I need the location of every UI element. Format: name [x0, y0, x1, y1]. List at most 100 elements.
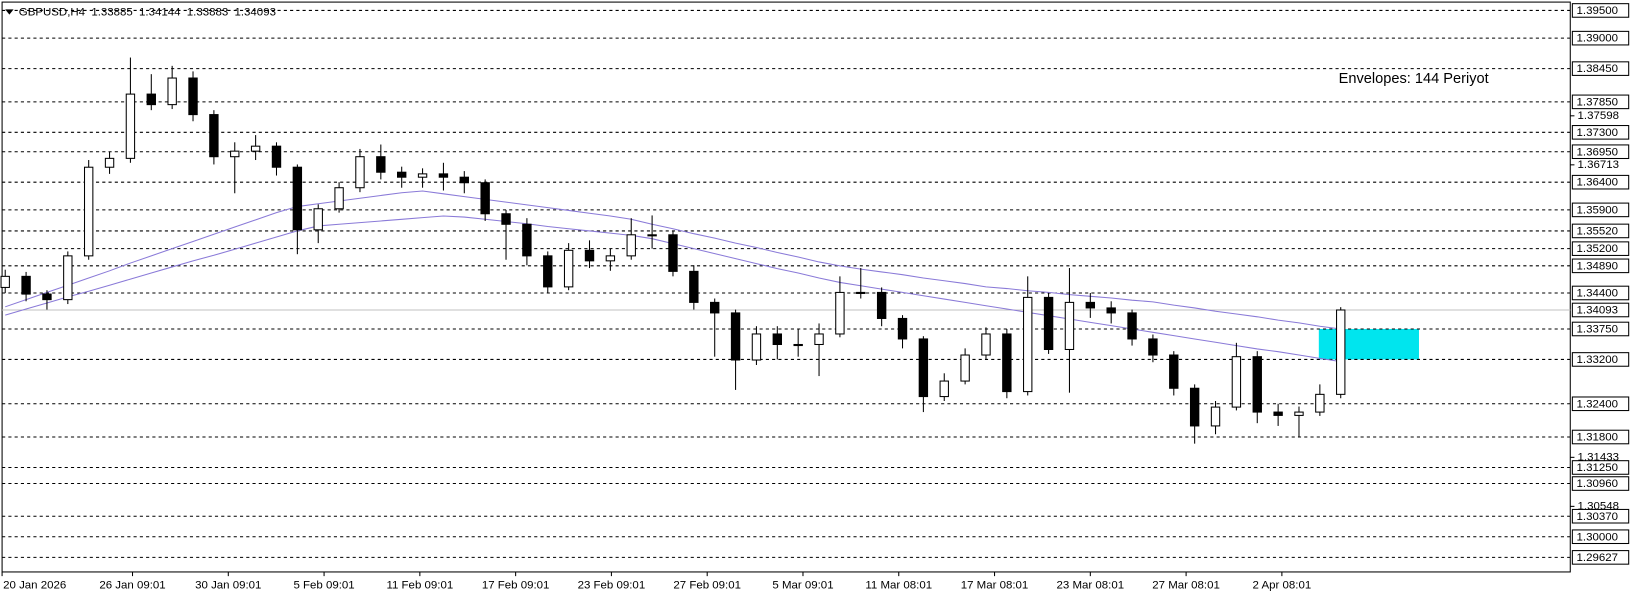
candle-body: [355, 156, 365, 189]
candle-body: [960, 354, 970, 382]
level-label: 1.38450: [1577, 63, 1618, 75]
level-label: 1.31800: [1577, 432, 1618, 444]
symbol: GBPUSD,H4: [19, 7, 86, 19]
level-label: 1.35200: [1577, 243, 1618, 255]
level-label-box: [1571, 241, 1630, 256]
menu-triangle: [5, 9, 14, 15]
candle-body: [1148, 338, 1158, 356]
level-label-box: [1571, 94, 1630, 110]
candle-body: [83, 166, 94, 257]
x-tick-label: 11 Feb 09:01: [386, 580, 453, 592]
level-label: 1.32400: [1577, 398, 1618, 410]
x-tick-label: 11 Mar 08:01: [865, 580, 932, 592]
level-label-box: [1571, 460, 1630, 475]
candle-body: [209, 114, 219, 158]
level-label: 1.29627: [1577, 552, 1618, 564]
x-tick-label: 17 Mar 08:01: [961, 580, 1029, 592]
candle-body: [981, 333, 991, 356]
candle-body: [397, 171, 407, 178]
candle-body: [1252, 356, 1262, 413]
candle-body: [710, 301, 720, 314]
level-label: 1.39000: [1577, 33, 1618, 45]
level-label-box: [1571, 202, 1630, 218]
candle-body: [146, 93, 156, 106]
level-label: 1.34400: [1577, 288, 1618, 300]
candle-body: [250, 145, 261, 152]
level-label: 1.30370: [1577, 511, 1618, 523]
level-label: 1.36950: [1577, 146, 1618, 158]
candle-body: [1085, 301, 1096, 309]
candle-body: [1315, 393, 1325, 413]
x-tick-label: 27 Mar 08:01: [1152, 580, 1220, 592]
plot-frame: [1, 1, 1571, 573]
candle-body: [856, 291, 866, 294]
candle-body: [1002, 333, 1012, 393]
header-value: 1.33883: [187, 7, 228, 19]
level-label: 1.39500: [1577, 5, 1618, 17]
x-tick-label: 23 Feb 09:01: [578, 580, 646, 592]
header-value: 1.34144: [139, 7, 181, 19]
header-value: 1.33885: [91, 7, 132, 19]
level-label-box: [1571, 3, 1630, 18]
x-tick-label: 30 Jan 09:01: [195, 580, 261, 592]
x-tick-label: 5 Mar 09:01: [772, 580, 833, 592]
candle-body: [730, 312, 741, 361]
candle-body: [918, 338, 929, 398]
candle-body: [1023, 296, 1033, 393]
candle-body: [1273, 411, 1283, 416]
candle-body: [876, 291, 887, 319]
level-label-box: [1571, 352, 1630, 367]
x-tick-label: 5 Feb 09:01: [293, 580, 354, 592]
x-tick-label: 17 Feb 09:01: [482, 580, 550, 592]
y-tick-label: 1.36713: [1578, 159, 1619, 171]
candle-body: [0, 275, 10, 288]
x-tick-label: 2 Apr 08:01: [1253, 580, 1312, 592]
envelope-line: [5, 190, 1341, 330]
x-tick-label: 20 Jan 2026: [3, 580, 66, 592]
candle-body: [1294, 411, 1304, 416]
header: GBPUSD,H4 1.33885 1.34144 1.33883 1.34093: [19, 7, 276, 19]
level-label-box: [1571, 258, 1630, 274]
level-label-box: [1571, 125, 1630, 140]
candle-body: [835, 291, 845, 335]
level-label: 1.33750: [1577, 324, 1618, 336]
candle-body: [772, 333, 783, 346]
level-label-box: [1571, 476, 1630, 491]
level-label-box: [1571, 429, 1630, 445]
level-label: 1.30960: [1577, 478, 1618, 490]
zone: [1318, 328, 1419, 360]
candle-body: [584, 249, 595, 262]
candle-body: [42, 293, 52, 301]
level-label-box: [1571, 174, 1630, 190]
candle-body: [689, 270, 699, 303]
candle-body: [939, 380, 949, 398]
candle-body: [1043, 296, 1054, 351]
candle-body: [63, 255, 73, 301]
candle-body: [417, 173, 428, 178]
level-label: 1.35900: [1577, 204, 1618, 216]
level-label-box: [1571, 396, 1630, 412]
candle-body: [230, 150, 240, 158]
candle-body: [459, 176, 469, 184]
level-label-box: [1571, 223, 1630, 239]
candle-body: [1127, 312, 1137, 340]
candle-body: [125, 93, 136, 159]
price-label-box: [1571, 302, 1630, 318]
level-label: 1.33200: [1577, 354, 1618, 366]
level-label-box: [1571, 550, 1630, 565]
level-label: 1.31250: [1577, 462, 1618, 474]
y-tick-label: 1.37598: [1578, 110, 1619, 122]
candle-body: [104, 157, 115, 168]
level-label-box: [1571, 30, 1630, 46]
candle-body: [1064, 301, 1075, 351]
candle-body: [605, 255, 616, 262]
candle-body: [814, 333, 824, 346]
candle-body: [334, 187, 344, 210]
x-tick-label: 23 Mar 08:01: [1057, 580, 1125, 592]
candle-body: [897, 317, 908, 340]
level-label: 1.36400: [1577, 177, 1618, 189]
level-label-box: [1571, 529, 1630, 545]
level-label-box: [1571, 144, 1630, 160]
candle-body: [793, 343, 803, 347]
